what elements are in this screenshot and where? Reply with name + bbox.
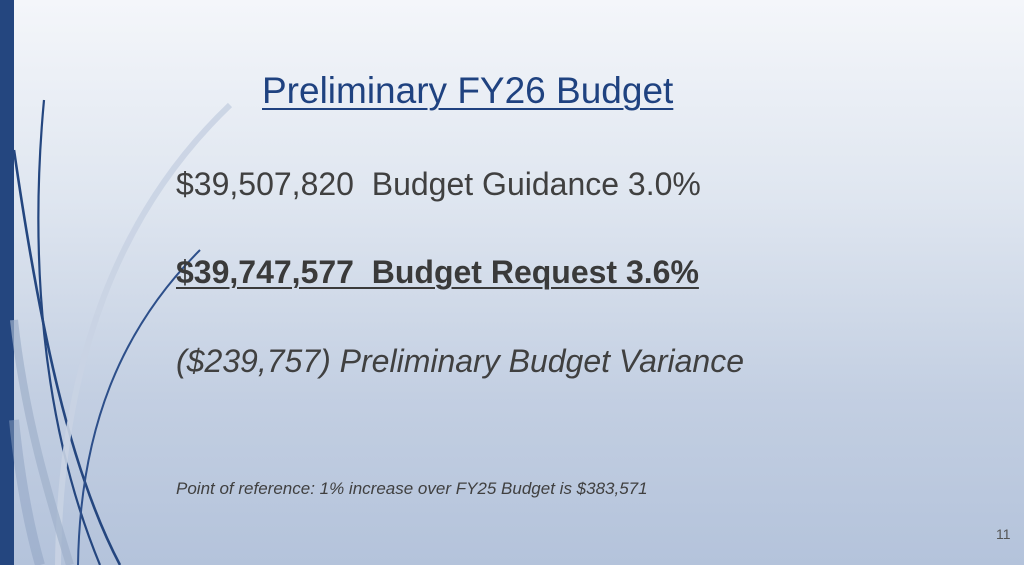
reference-note: Point of reference: 1% increase over FY2… xyxy=(176,479,648,498)
budget-variance-line: ($239,757) Preliminary Budget Variance xyxy=(176,343,745,379)
slide-title: Preliminary FY26 Budget xyxy=(262,70,674,111)
budget-guidance-line: $39,507,820 Budget Guidance 3.0% xyxy=(176,166,701,202)
swoosh-decoration xyxy=(9,99,233,565)
budget-request-line: $39,747,577 Budget Request 3.6% xyxy=(176,254,699,290)
page-number: 11 xyxy=(996,526,1011,542)
